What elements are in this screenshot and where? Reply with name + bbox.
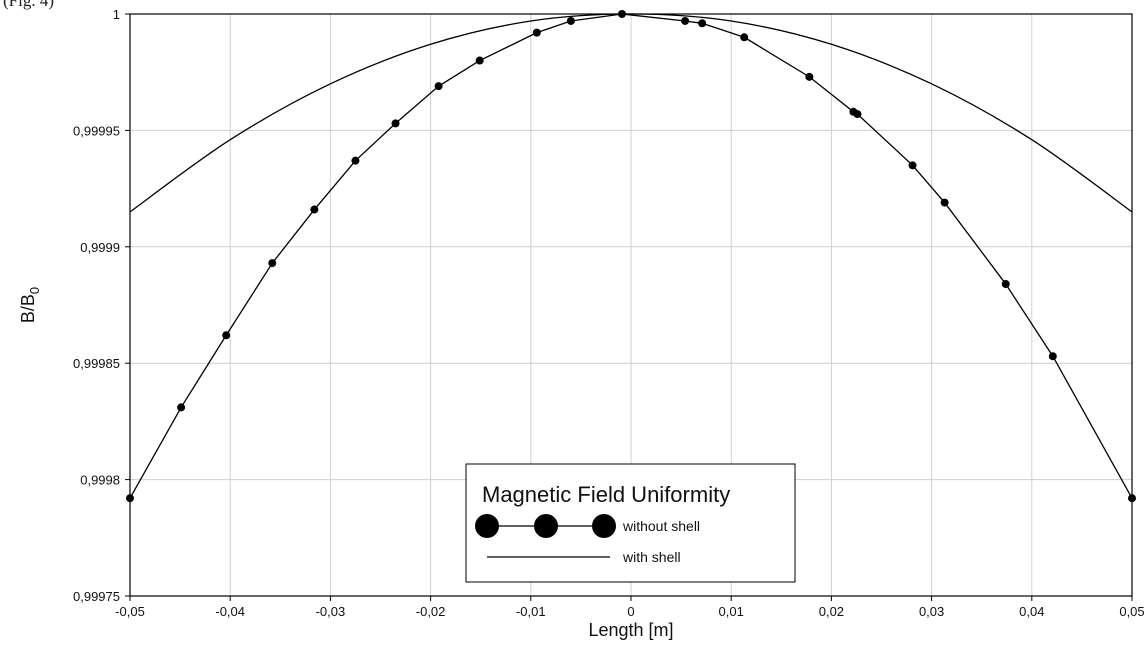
x-tick-label: 0,03 — [919, 604, 944, 619]
data-point-without-shell — [532, 28, 541, 37]
legend-marker-without-shell — [592, 514, 616, 538]
data-point-without-shell — [1048, 352, 1057, 361]
data-point-without-shell — [740, 33, 749, 42]
data-point-without-shell — [351, 156, 360, 165]
x-tick-label: -0,05 — [115, 604, 145, 619]
y-tick-label: 0,99985 — [73, 356, 120, 371]
data-point-without-shell — [698, 19, 707, 28]
data-point-without-shell — [391, 119, 400, 128]
x-tick-label: 0,04 — [1019, 604, 1044, 619]
y-tick-label: 0,9999 — [80, 240, 120, 255]
data-point-without-shell — [268, 259, 277, 268]
y-axis-title-subscript: 0 — [27, 287, 42, 294]
data-point-without-shell — [475, 56, 484, 65]
legend-marker-without-shell — [534, 514, 558, 538]
y-axis-title: B/B0 — [18, 287, 42, 323]
data-point-without-shell — [805, 72, 814, 81]
x-tick-label: -0,03 — [316, 604, 346, 619]
tick-layer: -0,05 -0,04 -0,03 -0,02 -0,01 0 0,01 0,02 0,03 0,… — [73, 7, 1145, 619]
legend-title: Magnetic Field Uniformity — [482, 482, 730, 507]
y-tick-label: 1 — [113, 7, 120, 22]
y-tick-label: 0,99995 — [73, 123, 120, 138]
data-point-without-shell — [177, 403, 186, 412]
y-axis-title-main: B/B — [18, 294, 38, 323]
legend: Magnetic Field Uniformity without shellw… — [465, 463, 796, 583]
data-point-without-shell — [681, 16, 690, 25]
data-point-without-shell — [222, 331, 231, 340]
data-point-without-shell — [853, 110, 862, 119]
x-axis-title: Length [m] — [588, 620, 673, 640]
x-tick-label: 0,02 — [819, 604, 844, 619]
data-point-without-shell — [940, 198, 949, 207]
y-tick-label: 0,9998 — [80, 473, 120, 488]
legend-label-without-shell: without shell — [622, 518, 700, 534]
figure-caption: (Fig. 4) — [3, 0, 54, 10]
x-tick-label: -0,01 — [516, 604, 546, 619]
x-tick-label: -0,04 — [215, 604, 245, 619]
legend-entries: without shell with shell — [475, 514, 700, 565]
x-tick-label: -0,02 — [416, 604, 446, 619]
y-tick-label: 0,99975 — [73, 589, 120, 604]
data-point-without-shell — [566, 16, 575, 25]
data-point-without-shell — [908, 161, 917, 170]
legend-marker-without-shell — [475, 514, 499, 538]
data-point-without-shell — [434, 82, 443, 91]
x-tick-label: 0 — [627, 604, 634, 619]
x-tick-label: 0,05 — [1119, 604, 1144, 619]
data-point-without-shell — [310, 205, 319, 214]
x-tick-label: 0,01 — [719, 604, 744, 619]
legend-box — [465, 463, 796, 583]
legend-label-with-shell: with shell — [622, 549, 681, 565]
data-point-without-shell — [1001, 280, 1010, 289]
